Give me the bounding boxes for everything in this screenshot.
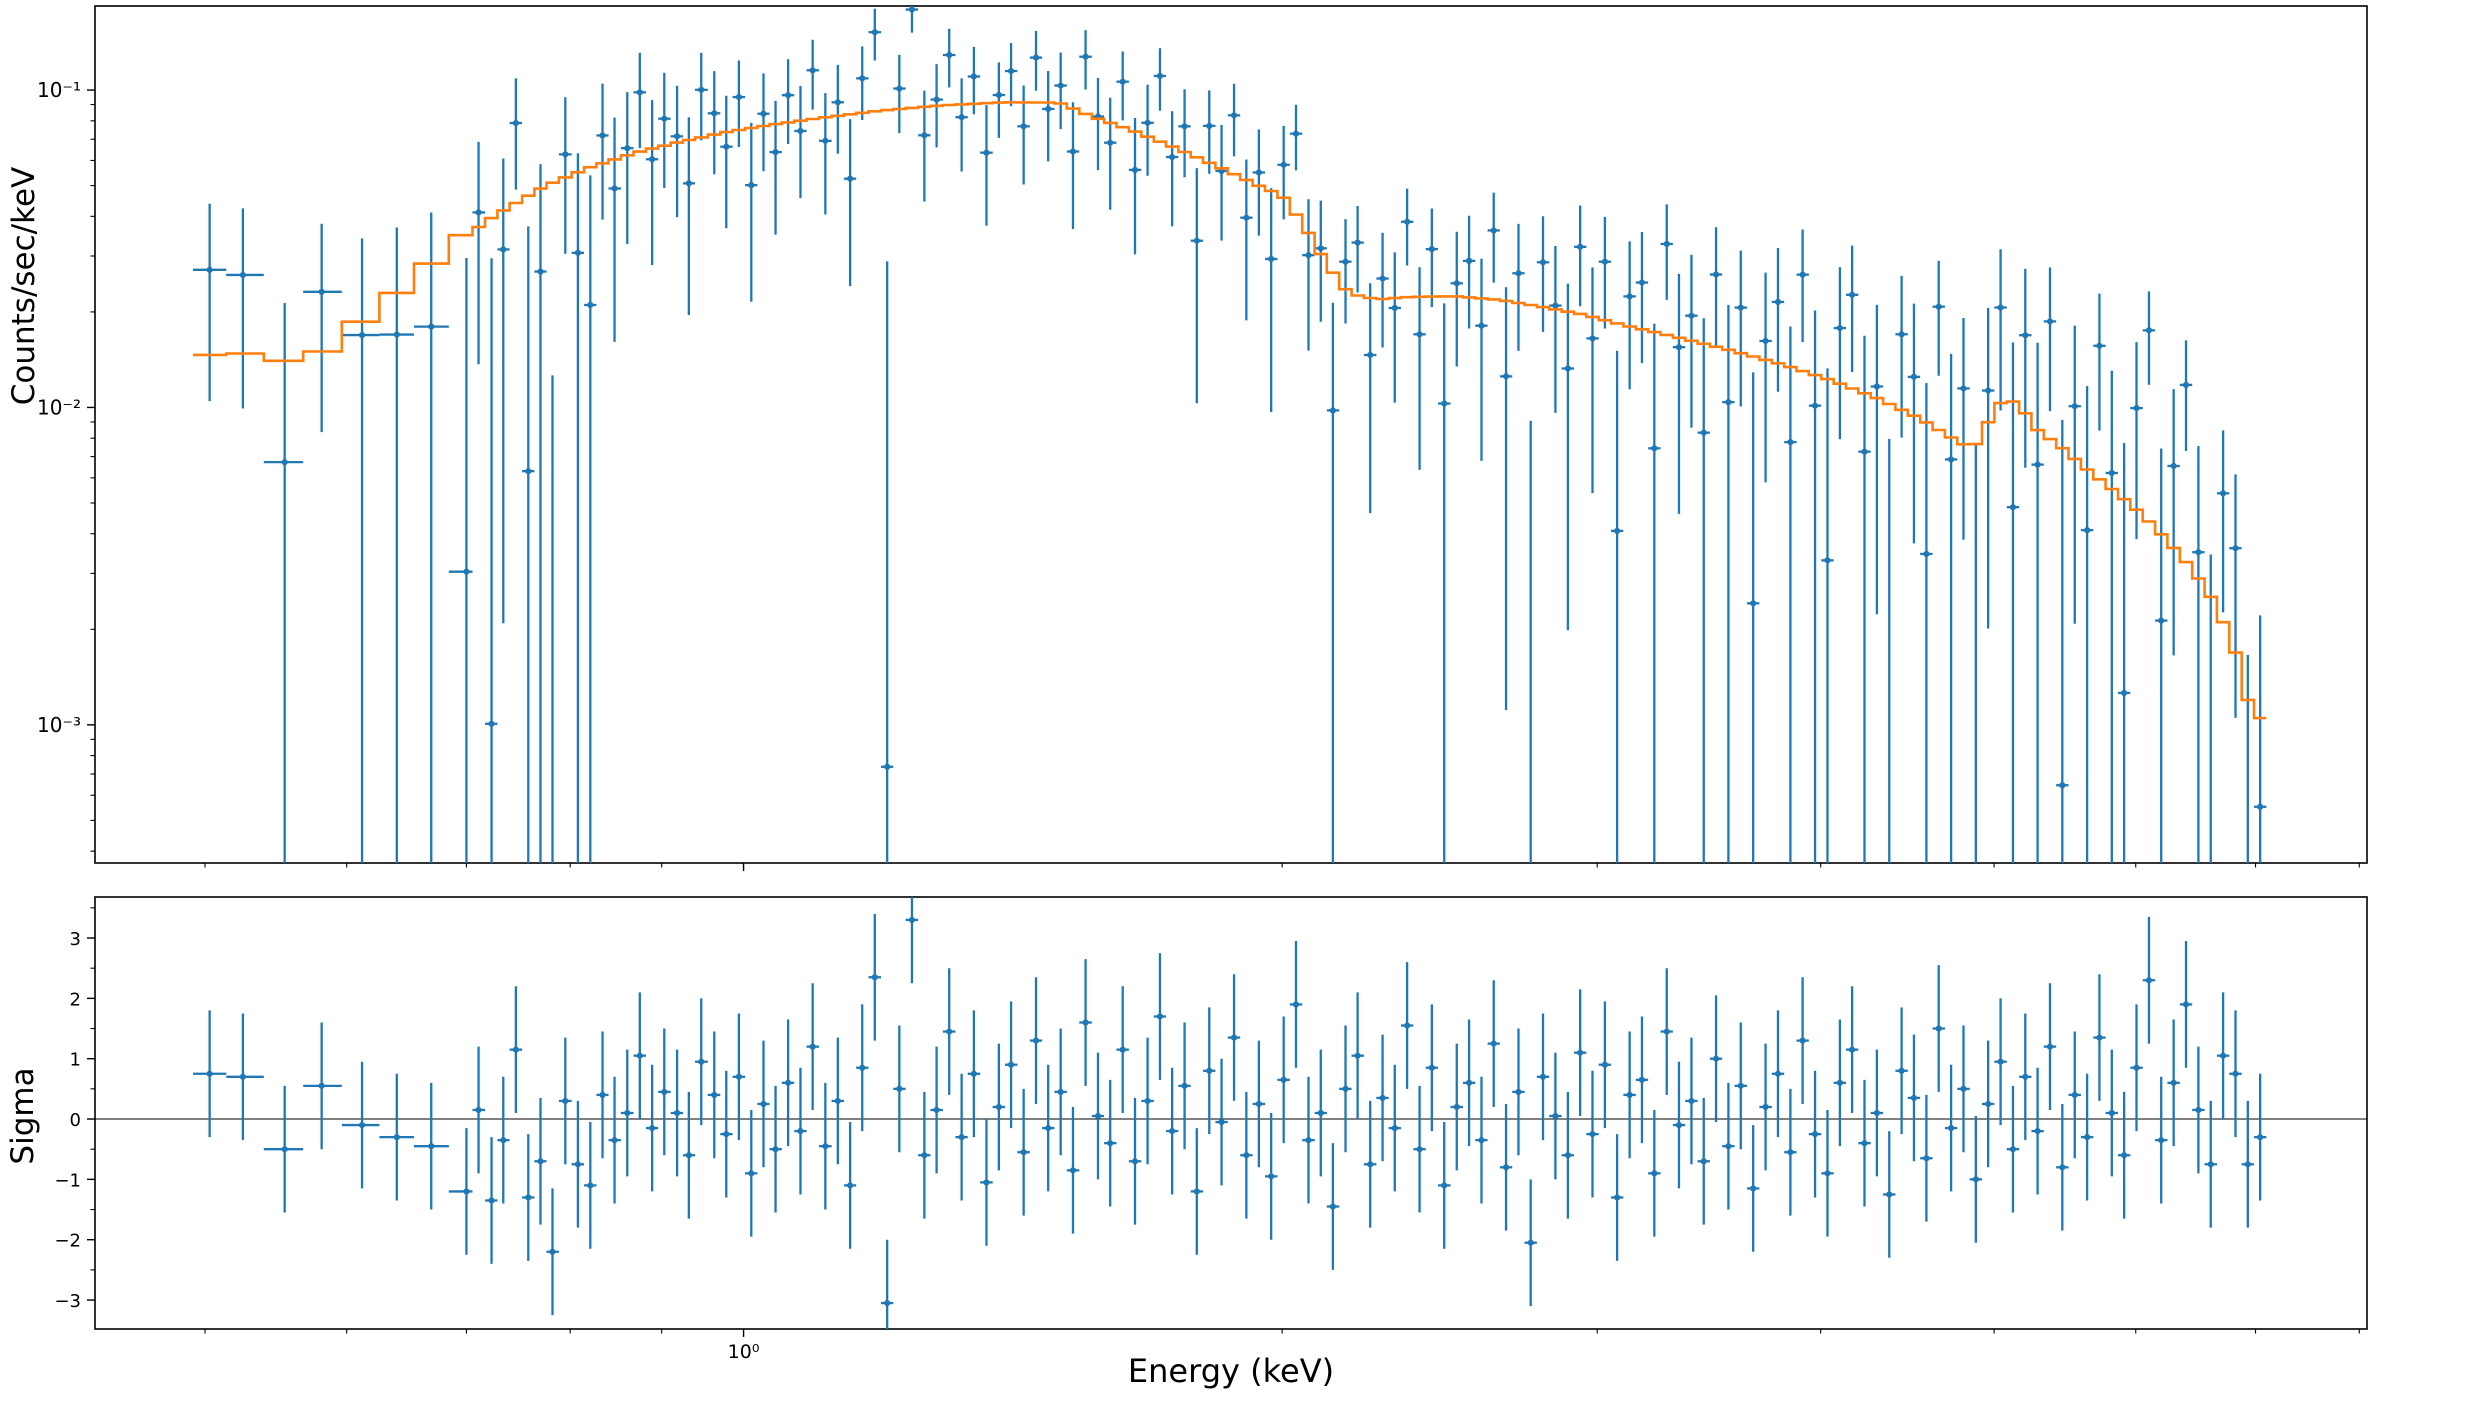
spectrum-panel-frame [94,5,2368,864]
y-axis-label-sigma: Sigma [5,1067,41,1165]
axes: 10⁻¹ 10⁻² 10⁻³ −3 −2 −1 0 1 2 3 10⁰ [37,5,2368,1363]
sigma-points [206,916,2264,1307]
model-curve [193,101,2267,720]
spectrum-points [206,6,2264,810]
tick-label: 3 [70,929,81,950]
x-axis-label-energy: Energy (keV) [1127,1352,1335,1390]
tick-label: −2 [54,1231,81,1252]
tick-label: −1 [54,1170,81,1191]
residual-panel-frame [94,896,2368,1330]
tick-label: 10⁻² [37,395,81,419]
model-curve-group [193,101,2267,720]
tick-label: 0 [70,1110,81,1131]
tick-label: −3 [54,1291,81,1312]
tick-label: 10⁻³ [37,713,81,737]
tick-label: 2 [70,989,81,1010]
spectrum-errorbars [193,6,2267,863]
sigma-errorbars [193,897,2267,1329]
tick-label: 10⁻¹ [37,78,81,102]
x-major-tick-label: 10⁰ [728,1341,760,1363]
y-axis-label-counts: Counts/sec/keV [6,166,42,406]
tick-label: 1 [70,1050,81,1071]
